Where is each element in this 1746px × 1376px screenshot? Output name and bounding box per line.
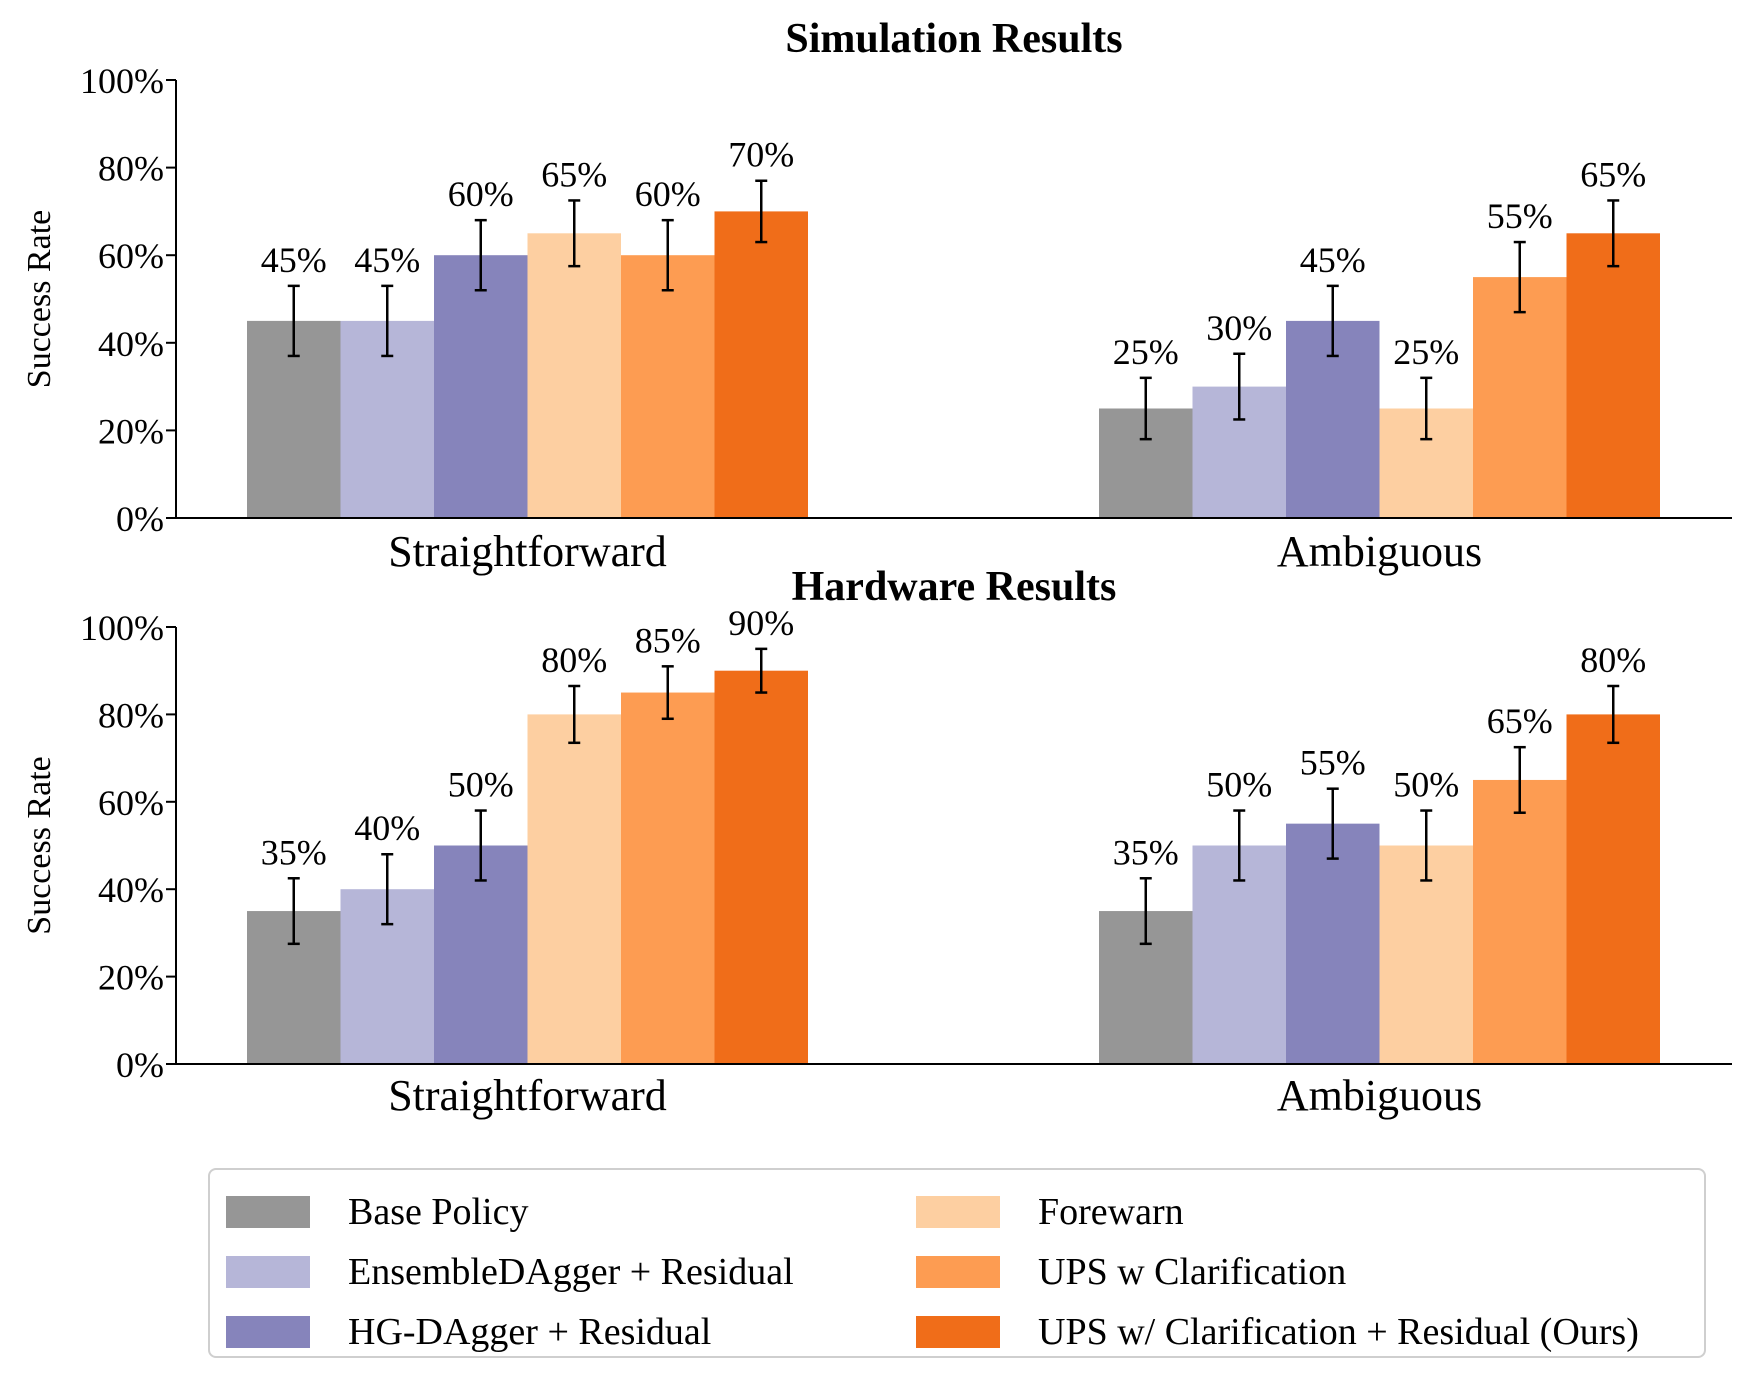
data-label: 60% (448, 174, 514, 214)
bar (714, 670, 808, 1064)
chart-title: Simulation Results (785, 16, 1122, 62)
legend-label: UPS w/ Clarification + Residual (Ours) (1038, 1311, 1639, 1353)
legend-item-base-policy: Base Policy (226, 1192, 528, 1232)
bar (1566, 714, 1660, 1064)
data-label: 30% (1206, 308, 1272, 348)
y-axis-label: Success Rate (21, 210, 58, 388)
legend-label: Forewarn (1038, 1191, 1184, 1233)
legend-item-ups-clarification: UPS w Clarification (916, 1252, 1346, 1292)
data-label: 45% (354, 240, 420, 280)
y-axis-label: Success Rate (21, 756, 58, 934)
bar (1379, 845, 1473, 1064)
data-label: 70% (728, 135, 794, 175)
x-tick-label: Straightforward (388, 1071, 667, 1120)
data-label: 50% (1393, 765, 1459, 805)
legend-item-ensembledagger: EnsembleDAgger + Residual (226, 1252, 794, 1292)
y-tick-label: 80% (98, 149, 164, 189)
bar (1286, 823, 1380, 1064)
legend-label: EnsembleDAgger + Residual (348, 1251, 794, 1293)
bar (1192, 845, 1286, 1064)
data-label: 40% (354, 808, 420, 848)
data-label: 50% (1206, 765, 1272, 805)
data-label: 35% (1113, 832, 1179, 872)
data-label: 55% (1300, 743, 1366, 783)
x-tick-label: Ambiguous (1277, 1071, 1482, 1120)
y-tick-label: 0% (116, 1045, 164, 1085)
legend-swatch (916, 1196, 1000, 1228)
legend-item-hg-dagger: HG-DAgger + Residual (226, 1312, 711, 1352)
data-label: 50% (448, 765, 514, 805)
legend-label: Base Policy (348, 1191, 529, 1233)
data-label: 85% (635, 620, 701, 660)
legend: Base Policy EnsembleDAgger + Residual HG… (208, 1168, 1706, 1358)
bar (621, 255, 715, 518)
bar (621, 692, 715, 1064)
chart-title: Hardware Results (792, 564, 1117, 610)
bar (434, 845, 528, 1064)
legend-label: UPS w Clarification (1038, 1251, 1347, 1293)
legend-swatch (226, 1316, 310, 1348)
legend-swatch (226, 1256, 310, 1288)
bar (434, 255, 528, 518)
bar (527, 714, 621, 1064)
data-label: 80% (541, 640, 607, 680)
y-tick-label: 100% (80, 61, 164, 101)
y-tick-label: 60% (98, 783, 164, 823)
data-label: 35% (261, 832, 327, 872)
data-label: 25% (1393, 332, 1459, 372)
y-tick-label: 40% (98, 324, 164, 364)
data-label: 80% (1580, 640, 1646, 680)
bar (1566, 233, 1660, 519)
y-tick-label: 40% (98, 870, 164, 910)
data-label: 55% (1487, 196, 1553, 236)
legend-item-ups-clarification-residual: UPS w/ Clarification + Residual (Ours) (916, 1312, 1639, 1352)
data-label: 25% (1113, 332, 1179, 372)
legend-label: HG-DAgger + Residual (348, 1311, 712, 1353)
data-label: 65% (1580, 154, 1646, 194)
bar (1473, 277, 1567, 518)
y-tick-label: 60% (98, 236, 164, 276)
y-tick-label: 20% (98, 411, 164, 451)
x-tick-label: Ambiguous (1277, 527, 1482, 576)
legend-swatch (916, 1256, 1000, 1288)
bar (714, 211, 808, 518)
legend-swatch (226, 1196, 310, 1228)
bar (527, 233, 621, 519)
bar (1473, 779, 1567, 1064)
data-label: 65% (541, 154, 607, 194)
data-label: 60% (635, 174, 701, 214)
legend-item-forewarn: Forewarn (916, 1192, 1184, 1232)
x-tick-label: Straightforward (388, 527, 667, 576)
y-tick-label: 80% (98, 695, 164, 735)
data-label: 45% (1300, 240, 1366, 280)
data-label: 90% (728, 603, 794, 643)
y-tick-label: 20% (98, 958, 164, 998)
y-tick-label: 100% (80, 608, 164, 648)
legend-swatch (916, 1316, 1000, 1348)
y-tick-label: 0% (116, 499, 164, 539)
data-label: 65% (1487, 701, 1553, 741)
data-label: 45% (261, 240, 327, 280)
